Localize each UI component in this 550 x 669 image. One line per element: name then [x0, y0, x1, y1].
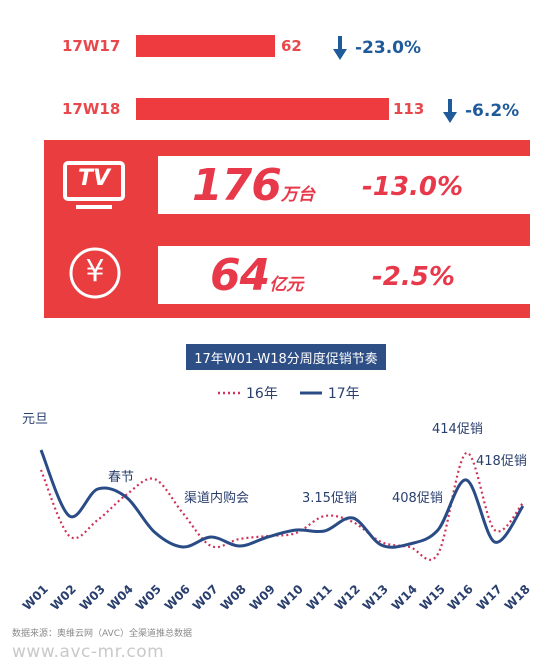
revenue-pct: -2.5% [372, 262, 455, 292]
chart-annotation: 418促销 [476, 454, 527, 469]
chart-legend: 16年 17年 [218, 383, 360, 403]
week-1-change: -23.0% [333, 36, 421, 60]
chart-annotation: 春节 [108, 470, 135, 485]
tv-icon-text: TV [77, 166, 111, 191]
week-2-bar [136, 98, 389, 120]
week-1-pct: -23.0% [355, 38, 422, 58]
chart-annotation: 414促销 [432, 422, 483, 437]
week-2-value: 113 [393, 100, 425, 118]
website-watermark: www.avc-mr.com [12, 642, 165, 662]
volume-number: 176 [192, 160, 282, 211]
down-arrow-icon [443, 99, 457, 123]
volume-row: 176万台 -13.0% [158, 156, 530, 214]
volume-pct: -13.0% [362, 172, 463, 202]
revenue-number: 64 [210, 250, 270, 301]
week-2-label: 17W18 [62, 100, 121, 118]
week-1-bar [136, 35, 275, 57]
week-1-label: 17W17 [62, 37, 121, 55]
chart-title: 17年W01-W18分周度促销节奏 [186, 344, 386, 370]
yen-coin-icon: ¥ [68, 246, 122, 300]
legend-item-17: 17年 [299, 383, 360, 403]
dotted-line-icon [218, 391, 240, 395]
chart-annotation: 3.15促销 [302, 491, 357, 506]
solid-line-icon [299, 391, 322, 395]
volume-unit: 万台 [280, 185, 315, 205]
volume-figure: 176万台 [192, 164, 315, 208]
source-footnote: 数据来源：奥维云网（AVC）全渠道推总数据 [12, 629, 193, 639]
summary-panel: TV 176万台 -13.0% ¥ 64亿元 -2.5% [44, 140, 530, 318]
series-line-17年 [39, 449, 525, 549]
week-2-change: -6.2% [443, 99, 519, 123]
week-2-pct: -6.2% [465, 101, 520, 121]
chart-annotation: 408促销 [392, 491, 443, 506]
revenue-figure: 64亿元 [210, 254, 303, 298]
yen-icon-text: ¥ [85, 254, 105, 289]
legend-label-16: 16年 [246, 386, 278, 402]
chart-annotation: 渠道内购会 [184, 491, 250, 506]
legend-label-17: 17年 [327, 386, 360, 402]
revenue-row: 64亿元 -2.5% [158, 246, 530, 304]
down-arrow-icon [333, 36, 347, 60]
chart-annotation: 元旦 [22, 412, 49, 427]
revenue-unit: 亿元 [269, 275, 304, 295]
tv-icon: TV [62, 160, 126, 212]
legend-item-16: 16年 [218, 383, 278, 403]
week-1-value: 62 [281, 37, 302, 55]
